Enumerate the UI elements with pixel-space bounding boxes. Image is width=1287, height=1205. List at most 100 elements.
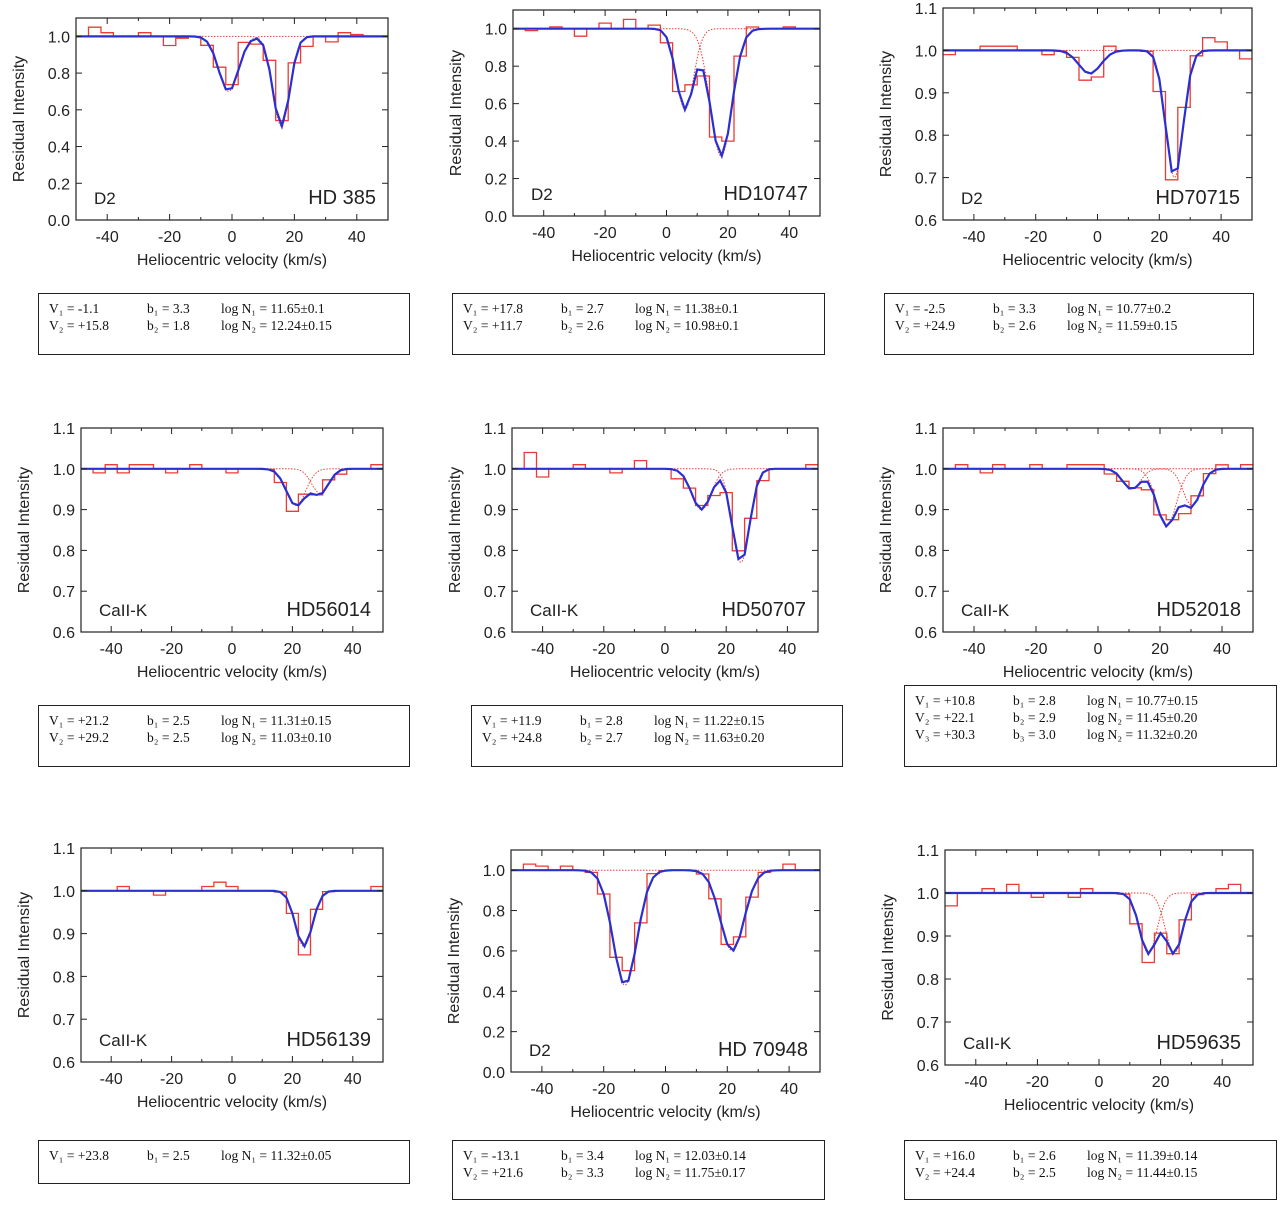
x-tick-label: 40 (1212, 229, 1230, 246)
star-label: HD56014 (286, 599, 371, 621)
y-tick-label: 1.0 (917, 886, 939, 903)
b-value: b₁ = 2.7 (561, 301, 604, 316)
y-tick-label: 0.9 (915, 86, 937, 103)
x-tick-label: -40 (96, 229, 119, 246)
column-density-value: log N₂ = 11.63±0.20 (654, 730, 765, 745)
column-density-value: log N₁ = 11.32±0.05 (221, 1148, 332, 1163)
x-tick-label: -20 (592, 641, 615, 658)
x-tick-label: -20 (1024, 229, 1047, 246)
y-tick-label: 0.6 (917, 1058, 939, 1075)
y-axis-label: Residual Intensity (880, 894, 897, 1020)
x-tick-label: -20 (594, 225, 617, 242)
x-tick-label: 40 (344, 1071, 362, 1088)
component-profile-2 (76, 35, 388, 127)
x-tick-label: 20 (718, 1081, 736, 1098)
y-tick-label: 0.8 (917, 972, 939, 989)
x-tick-label: 40 (780, 1081, 798, 1098)
b-value: b₁ = 3.3 (147, 301, 190, 316)
column-density-value: log N₂ = 11.03±0.10 (221, 730, 332, 745)
y-axis-label: Residual Intensity (878, 467, 895, 593)
x-tick-label: 0 (661, 641, 670, 658)
velocity-value: V₂ = +11.7 (463, 318, 523, 333)
y-tick-label: 1.0 (483, 863, 505, 880)
x-tick-label: 40 (348, 229, 366, 246)
y-tick-label: 0.8 (915, 128, 937, 145)
fit-profile (943, 49, 1252, 173)
y-tick-label: 0.2 (48, 176, 70, 193)
fit-profile (945, 891, 1253, 957)
spectrum-panel-5: -40 -20 0 20 40 0.6 0.7 0.8 0.9 1.0 1.1 Heliocentri… (447, 421, 819, 681)
x-tick-label: -40 (100, 641, 123, 658)
velocity-value: V₁ = +21.2 (49, 713, 110, 728)
y-tick-label: 0.4 (48, 140, 70, 157)
velocity-value: V₁ = -1.1 (49, 301, 100, 316)
velocity-value: V₂ = +29.2 (49, 730, 110, 745)
x-tick-label: 0 (228, 1071, 237, 1088)
spectrum-panel-8: -40 -20 0 20 40 0.0 0.2 0.4 0.6 0.8 1.0 Heliocentri… (446, 849, 821, 1121)
star-label: HD 70948 (718, 1039, 808, 1061)
fit-parameter-row: V₁ = +11.9 b₁ = 2.8 log N₁ = 11.22±0.15 (482, 712, 832, 729)
x-tick-label: -20 (1024, 641, 1047, 658)
y-tick-label: 0.0 (48, 213, 70, 230)
x-axis-label: Heliocentric velocity (km/s) (1002, 252, 1192, 269)
x-tick-label: 20 (286, 229, 304, 246)
column-density-value: log N₂ = 11.32±0.20 (1087, 727, 1198, 742)
column-density-value: log N₁ = 12.03±0.14 (635, 1148, 746, 1163)
line-label: D2 (531, 185, 553, 204)
y-tick-label: 0.8 (48, 66, 70, 83)
x-axis-label: Heliocentric velocity (km/s) (137, 1094, 327, 1111)
y-tick-label: 1.0 (48, 29, 70, 46)
b-value: b₃ = 3.0 (1013, 727, 1056, 742)
velocity-value: V₁ = +23.8 (49, 1148, 110, 1163)
x-tick-label: 20 (1151, 641, 1169, 658)
component-profile-1 (76, 35, 388, 92)
observed-spectrum (943, 37, 1252, 181)
component-profile-2 (511, 869, 820, 952)
velocity-value: V₁ = -13.1 (463, 1148, 520, 1163)
y-tick-label: 0.6 (483, 944, 505, 961)
y-tick-label: 0.7 (53, 1012, 75, 1029)
x-tick-label: 40 (780, 225, 798, 242)
observed-spectrum (512, 451, 818, 552)
fit-parameters-box: V₁ = +17.8 b₁ = 2.7 log N₁ = 11.38±0.1 V₂ =… (452, 293, 825, 355)
y-tick-label: 0.7 (915, 171, 937, 188)
fit-parameters-box: V₁ = +10.8 b₁ = 2.8 log N₁ = 10.77±0.15 V₂ … (904, 685, 1277, 767)
column-density-value: log N₂ = 11.45±0.20 (1087, 710, 1198, 725)
y-tick-label: 0.8 (915, 543, 937, 560)
y-tick-label: 0.7 (53, 584, 75, 601)
x-tick-label: -40 (962, 641, 985, 658)
x-tick-label: -40 (531, 641, 554, 658)
fit-parameter-row: V₁ = +10.8 b₁ = 2.8 log N₁ = 10.77±0.15 (915, 692, 1266, 709)
y-tick-label: 0.2 (483, 1025, 505, 1042)
x-tick-label: 0 (228, 229, 237, 246)
x-tick-label: 0 (228, 641, 237, 658)
star-label: HD50707 (721, 599, 806, 621)
y-tick-label: 1.1 (917, 843, 939, 860)
x-tick-label: -20 (160, 1071, 183, 1088)
b-value: b₁ = 2.8 (580, 713, 623, 728)
b-value: b₂ = 2.9 (1013, 710, 1056, 725)
fit-profile (513, 27, 820, 160)
velocity-value: V₂ = +24.4 (915, 1165, 976, 1180)
velocity-value: V₁ = +11.9 (482, 713, 542, 728)
y-tick-label: 0.7 (484, 584, 506, 601)
fit-parameter-row: V₂ = +11.7 b₂ = 2.6 log N₂ = 10.98±0.1 (463, 317, 814, 334)
x-tick-label: -40 (530, 1081, 553, 1098)
b-value: b₂ = 2.5 (1013, 1165, 1056, 1180)
star-label: HD 385 (308, 187, 376, 209)
y-tick-label: 1.1 (915, 1, 937, 18)
column-density-value: log N₂ = 11.75±0.17 (635, 1165, 746, 1180)
observed-spectrum (945, 883, 1253, 964)
velocity-value: V₁ = +16.0 (915, 1148, 976, 1163)
b-value: b₂ = 1.8 (147, 318, 190, 333)
x-tick-label: -40 (962, 229, 985, 246)
line-label: CaII-K (99, 601, 148, 620)
velocity-value: V₂ = +21.6 (463, 1165, 524, 1180)
y-axis-label: Residual Intensity (16, 467, 33, 593)
x-tick-label: 20 (717, 641, 735, 658)
fit-profile (81, 889, 383, 949)
column-density-value: log N₁ = 11.22±0.15 (654, 713, 765, 728)
component-profile-1 (943, 49, 1252, 75)
b-value: b₁ = 2.8 (1013, 693, 1056, 708)
spectrum-panel-2: -40 -20 0 20 40 0.0 0.2 0.4 0.6 0.8 1.0 Heliocentri… (448, 9, 821, 265)
